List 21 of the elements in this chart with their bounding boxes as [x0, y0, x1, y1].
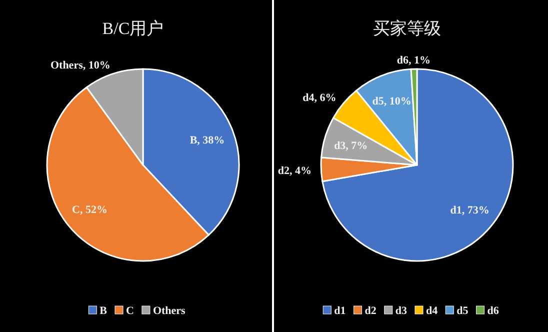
legend-label: Others: [152, 305, 186, 317]
legend-label: d5: [456, 305, 469, 317]
data-label: d2, 4%: [278, 164, 312, 177]
data-label: d6, 1%: [396, 54, 431, 66]
legend-label: d3: [395, 305, 408, 317]
data-label: Others, 10%: [50, 60, 110, 72]
legend-label: d2: [364, 305, 377, 317]
legend-label: B: [100, 305, 108, 317]
pie-slice: [322, 68, 514, 262]
data-label: d1, 73%: [450, 204, 490, 217]
legend-label: C: [126, 305, 134, 317]
legend-label: d4: [426, 305, 438, 317]
data-label: d3, 7%: [334, 140, 368, 152]
legend-label: d6: [487, 305, 500, 317]
data-label: C, 52%: [72, 204, 108, 216]
legend-label: d1: [334, 305, 346, 317]
data-label: d4, 6%: [302, 92, 336, 104]
chart-title: 买家等级: [373, 19, 441, 38]
chart-title: B/C用户: [102, 19, 164, 38]
data-label: d5, 10%: [372, 96, 412, 108]
data-label: B, 38%: [190, 134, 225, 147]
